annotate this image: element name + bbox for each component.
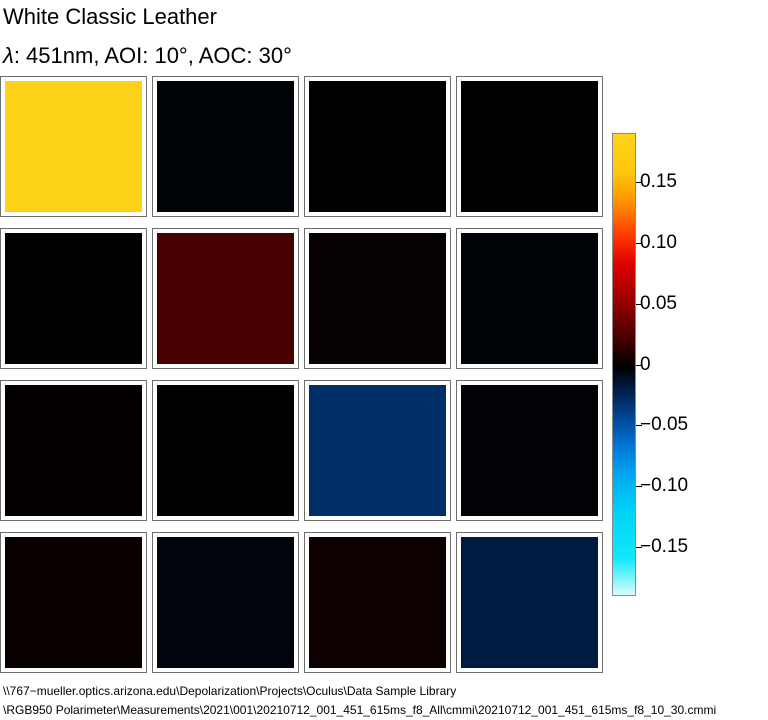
matrix-cell-fill [309,385,446,516]
matrix-cell-fill [157,233,294,364]
matrix-cell-m11 [152,228,299,369]
lambda-symbol: λ [3,43,14,68]
file-path-line-1: \\767−mueller.optics.arizona.edu\Depolar… [3,684,457,698]
matrix-cell-fill [157,81,294,212]
subtitle-text: : 451nm, AOI: 10°, AOC: 30° [13,43,292,68]
matrix-cell-m21 [152,380,299,521]
matrix-cell-m10 [0,228,147,369]
colorbar-tick [636,304,642,305]
matrix-cell-fill [461,385,598,516]
colorbar-tick-label: −0.05 [640,414,689,435]
colorbar-tick-label: −0.15 [640,536,689,557]
colorbar-tick [636,486,642,487]
matrix-cell-m32 [304,532,451,673]
matrix-cell-m23 [456,380,603,521]
matrix-cell-fill [309,81,446,212]
matrix-cell-fill [5,385,142,516]
plot-subtitle: λ: 451nm, AOI: 10°, AOC: 30° [3,43,292,69]
matrix-cell-m03 [456,76,603,217]
matrix-cell-m22 [304,380,451,521]
matrix-cell-fill [461,81,598,212]
colorbar-tick-label: 0.15 [640,171,677,192]
matrix-cell-m13 [456,228,603,369]
matrix-cell-fill [309,233,446,364]
matrix-cell-fill [461,233,598,364]
matrix-cell-fill [309,537,446,668]
matrix-cell-fill [5,81,142,212]
matrix-cell-m01 [152,76,299,217]
matrix-cell-fill [157,537,294,668]
plot-title: White Classic Leather [3,4,217,29]
colorbar-tick [636,547,642,548]
matrix-cell-m00 [0,76,147,217]
matrix-cell-m12 [304,228,451,369]
matrix-cell-m33 [456,532,603,673]
colorbar-tick-label: −0.10 [640,475,689,496]
colorbar-tick [636,425,642,426]
matrix-cell-fill [5,233,142,364]
matrix-cell-fill [461,537,598,668]
colorbar-tick-label: 0 [640,354,651,375]
mueller-matrix-grid [0,76,603,676]
colorbar-tick [636,365,642,366]
matrix-cell-fill [157,385,294,516]
matrix-cell-m30 [0,532,147,673]
matrix-cell-fill [5,537,142,668]
colorbar-tick [636,243,642,244]
colorbar-tick-label: 0.05 [640,293,677,314]
matrix-cell-m02 [304,76,451,217]
matrix-cell-m31 [152,532,299,673]
colorbar-tick [636,182,642,183]
matrix-cell-m20 [0,380,147,521]
file-path-line-2: \RGB950 Polarimeter\Measurements\2021\00… [3,703,717,717]
colorbar [612,133,636,596]
colorbar-tick-label: 0.10 [640,232,677,253]
